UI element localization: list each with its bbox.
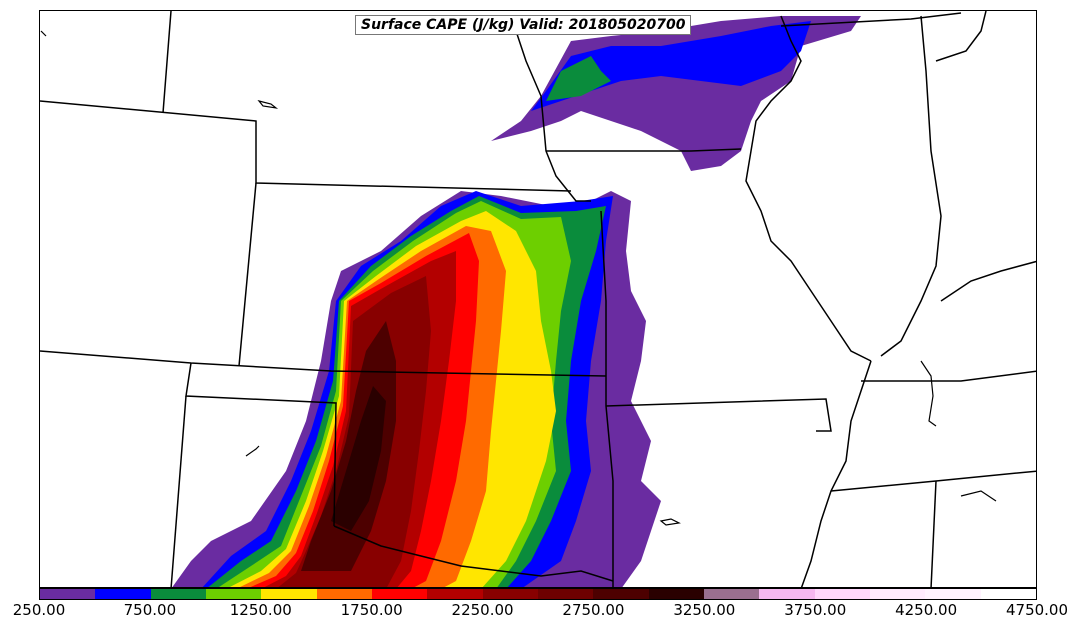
colorbar-swatch [593,589,649,599]
colorbar-swatch [814,589,870,599]
boundary-line [40,350,607,377]
colorbar-tick-label: 250.00 [12,601,66,619]
colorbar-swatch [869,589,926,599]
colorbar-swatch [40,589,96,599]
lake-outline [960,490,997,502]
colorbar-tick-label: 2250.00 [451,601,514,619]
state-boundaries [40,11,1036,587]
colorbar-swatch [482,589,538,599]
colorbar-swatch [537,589,594,599]
boundary-line [546,148,742,152]
colorbar-swatch [980,589,1036,599]
boundary-line [830,470,1036,492]
lake-outline [659,518,681,526]
colorbar-swatch [95,589,151,599]
colorbar-tick-label: 4250.00 [895,601,958,619]
boundary-line [238,182,257,367]
contour-3250 [331,386,386,531]
colorbar-tick-label: 3750.00 [784,601,847,619]
colorbar-swatch [925,589,981,599]
boundary-line [930,480,937,587]
cape-contours [172,16,861,587]
colorbar-swatch [261,589,317,599]
colorbar-swatch [316,589,372,599]
boundary-line [40,100,572,192]
map-area [39,10,1037,588]
colorbar-swatch [205,589,262,599]
boundary-line [780,12,962,27]
boundary-line [880,15,942,357]
colorbar-tick-label: 4750.00 [1005,601,1069,619]
lake-outline [257,99,279,109]
colorbar-swatch [427,589,483,599]
colorbar-swatch [371,589,428,599]
colorbar-swatch [150,589,206,599]
lake-outline [920,360,937,427]
boundary-line [605,398,832,432]
contour-1000-north [546,56,611,101]
boundary-line [940,260,1036,302]
boundary-line [861,370,1036,382]
colorbar [39,588,1037,600]
boundary-line [935,11,987,62]
boundary-line [333,525,614,582]
cape-map [40,11,1036,587]
contour-750-north [531,21,811,111]
colorbar-swatch [703,589,760,599]
colorbar-tick-label: 3250.00 [673,601,736,619]
colorbar-tick-label: 1250.00 [229,601,292,619]
contour-3000 [301,321,396,571]
boundary-line [185,362,337,527]
boundary-line [745,15,872,362]
map-title: Surface CAPE (J/kg) Valid: 201805020700 [355,15,692,35]
boundary-line [800,360,872,587]
boundary-line [515,30,591,202]
colorbar-tick-label: 750.00 [123,601,177,619]
boundary-line [600,210,614,587]
colorbar-swatch [648,589,704,599]
colorbar-tick-label: 2750.00 [562,601,625,619]
boundary-line [170,395,187,587]
lakes [40,30,997,526]
boundary-line [162,11,172,114]
colorbar-tick-label: 1750.00 [340,601,403,619]
lake-outline [40,30,47,37]
colorbar-swatch [759,589,815,599]
lake-outline [245,445,260,457]
